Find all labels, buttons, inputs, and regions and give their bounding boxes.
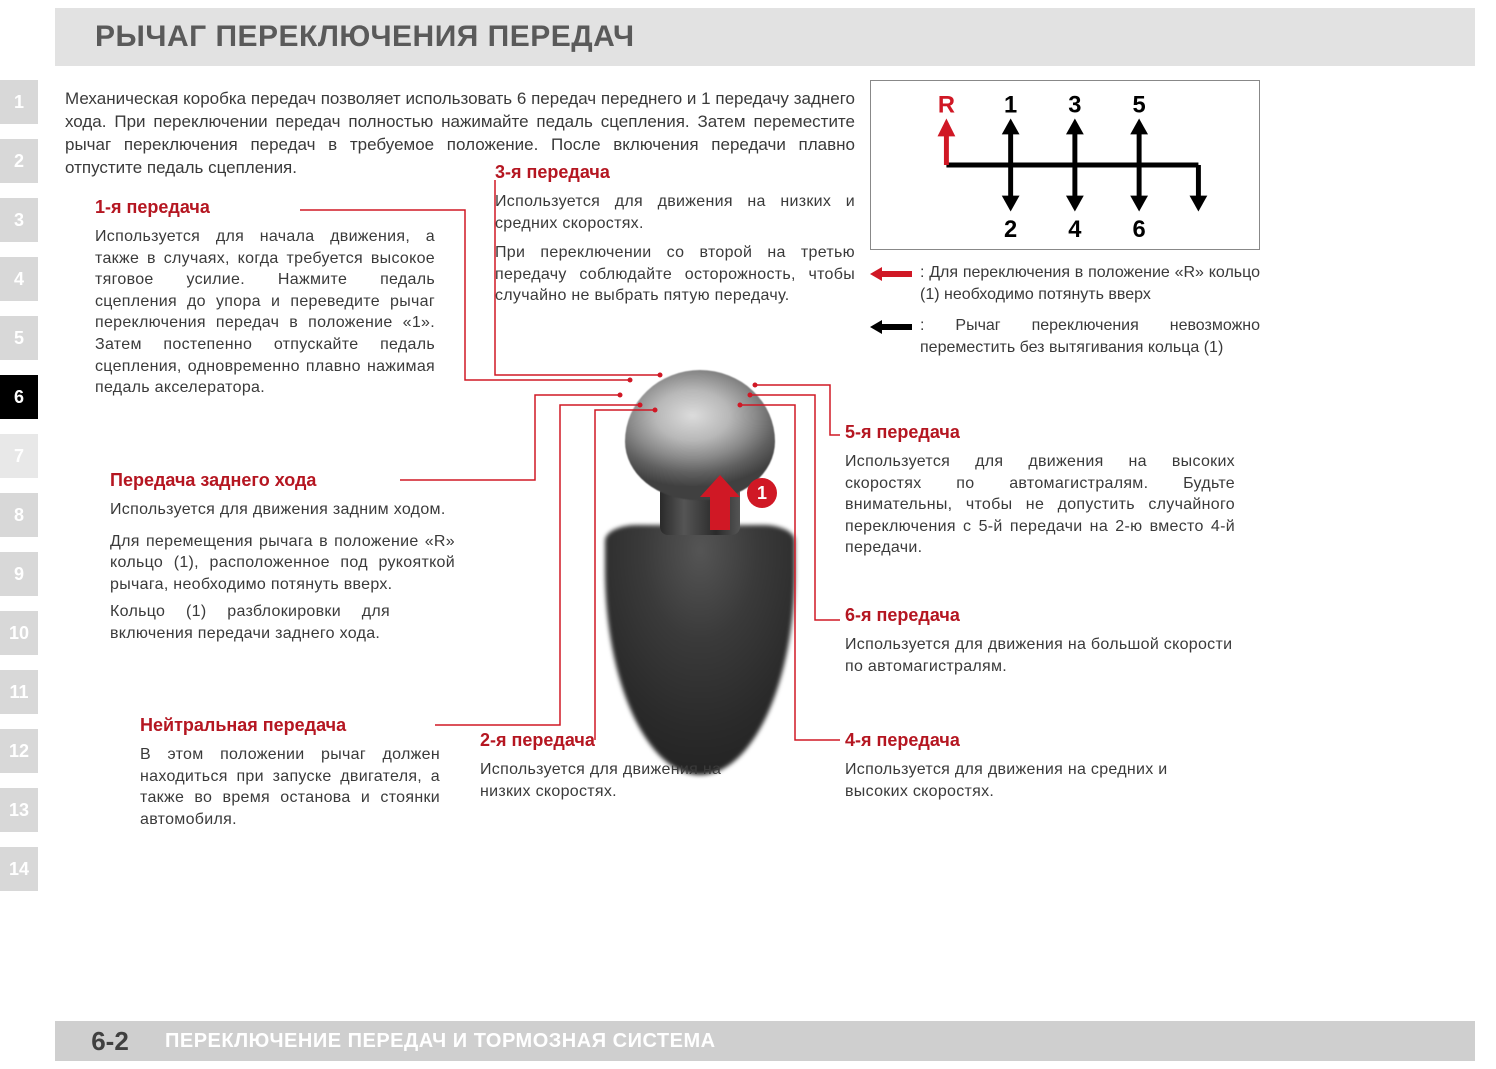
tab-3[interactable]: 3 [0, 198, 38, 242]
tab-7[interactable]: 7 [0, 434, 38, 478]
diagram-label-R: R [938, 93, 955, 119]
gear-4-body: Используется для движения на средних и в… [845, 759, 1235, 802]
gear-2-body: Используется для движения на низких скор… [480, 759, 760, 802]
ring-badge: 1 [747, 478, 777, 508]
gear-neutral-block: Нейтральная передача В этом положении ры… [140, 715, 440, 830]
gear-5-block: 5-я передача Используется для движения н… [845, 422, 1235, 559]
diagram-label-1: 1 [1004, 93, 1017, 119]
chapter-tabs: 1 2 3 4 5 6 7 8 9 10 11 12 13 14 [0, 80, 38, 906]
gear-6-body: Используется для движения на большой ско… [845, 634, 1235, 677]
gear-3-title: 3-я передача [495, 162, 855, 183]
tab-14[interactable]: 14 [0, 847, 38, 891]
gear-2-block: 2-я передача Используется для движения н… [480, 730, 760, 802]
gear-reverse-body1: Используется для движения задним ходом. [110, 499, 455, 521]
gear-1-body: Используется для начала движения, а такж… [95, 226, 435, 399]
diagram-legend: : Для переключения в положение «R» кольц… [870, 262, 1260, 368]
section-title: ПЕРЕКЛЮЧЕНИЕ ПЕРЕДАЧ И ТОРМОЗНАЯ СИСТЕМА [165, 1030, 716, 1053]
tab-2[interactable]: 2 [0, 139, 38, 183]
gear-reverse-title: Передача заднего хода [110, 470, 455, 491]
diagram-label-3: 3 [1068, 93, 1081, 119]
gear-neutral-title: Нейтральная передача [140, 715, 440, 736]
gear-pattern-diagram: R 1 3 5 2 4 6 [870, 80, 1260, 250]
gear-3-body1: Используется для движения на низких и ср… [495, 191, 855, 234]
legend-black-text: : Рычаг переключения невозможно перемест… [920, 315, 1260, 358]
gear-1-title: 1-я передача [95, 197, 435, 218]
gear-reverse-block: Передача заднего хода Используется для д… [110, 470, 455, 645]
tab-5[interactable]: 5 [0, 316, 38, 360]
tab-10[interactable]: 10 [0, 611, 38, 655]
ring-arrow-icon [700, 475, 740, 530]
tab-13[interactable]: 13 [0, 788, 38, 832]
page-title: РЫЧАГ ПЕРЕКЛЮЧЕНИЯ ПЕРЕДАЧ [95, 20, 635, 54]
legend-red-arrow-icon [870, 262, 920, 305]
tab-8[interactable]: 8 [0, 493, 38, 537]
gear-neutral-body: В этом положении рычаг должен находиться… [140, 744, 440, 830]
page-header: РЫЧАГ ПЕРЕКЛЮЧЕНИЯ ПЕРЕДАЧ [55, 8, 1475, 66]
diagram-label-6: 6 [1133, 217, 1146, 243]
gear-5-title: 5-я передача [845, 422, 1235, 443]
gear-3-block: 3-я передача Используется для движения н… [495, 162, 855, 307]
gear-6-block: 6-я передача Используется для движения н… [845, 605, 1235, 677]
diagram-label-4: 4 [1068, 217, 1082, 243]
gear-reverse-body2: Для перемещения рычага в положение «R» к… [110, 531, 455, 596]
gear-5-body: Используется для движения на высоких ско… [845, 451, 1235, 559]
gear-knob-illustration [565, 370, 825, 780]
legend-red-text: : Для переключения в положение «R» кольц… [920, 262, 1260, 305]
tab-12[interactable]: 12 [0, 729, 38, 773]
gear-3-body2: При переключении со второй на третью пер… [495, 242, 855, 307]
gear-4-block: 4-я передача Используется для движения н… [845, 730, 1235, 802]
tab-11[interactable]: 11 [0, 670, 38, 714]
legend-black-arrow-icon [870, 315, 920, 358]
gear-1-block: 1-я передача Используется для начала дви… [95, 197, 435, 399]
diagram-label-5: 5 [1133, 93, 1146, 119]
tab-6[interactable]: 6 [0, 375, 38, 419]
gear-4-title: 4-я передача [845, 730, 1235, 751]
gear-reverse-body3: Кольцо (1) разблокировки для включения п… [110, 601, 390, 644]
gear-6-title: 6-я передача [845, 605, 1235, 626]
tab-9[interactable]: 9 [0, 552, 38, 596]
diagram-label-2: 2 [1004, 217, 1017, 243]
page-number: 6-2 [55, 1026, 165, 1057]
content-area: Механическая коробка передач позволяет и… [55, 80, 1475, 990]
page-footer: 6-2 ПЕРЕКЛЮЧЕНИЕ ПЕРЕДАЧ И ТОРМОЗНАЯ СИС… [55, 1021, 1475, 1061]
tab-1[interactable]: 1 [0, 80, 38, 124]
gear-2-title: 2-я передача [480, 730, 760, 751]
tab-4[interactable]: 4 [0, 257, 38, 301]
